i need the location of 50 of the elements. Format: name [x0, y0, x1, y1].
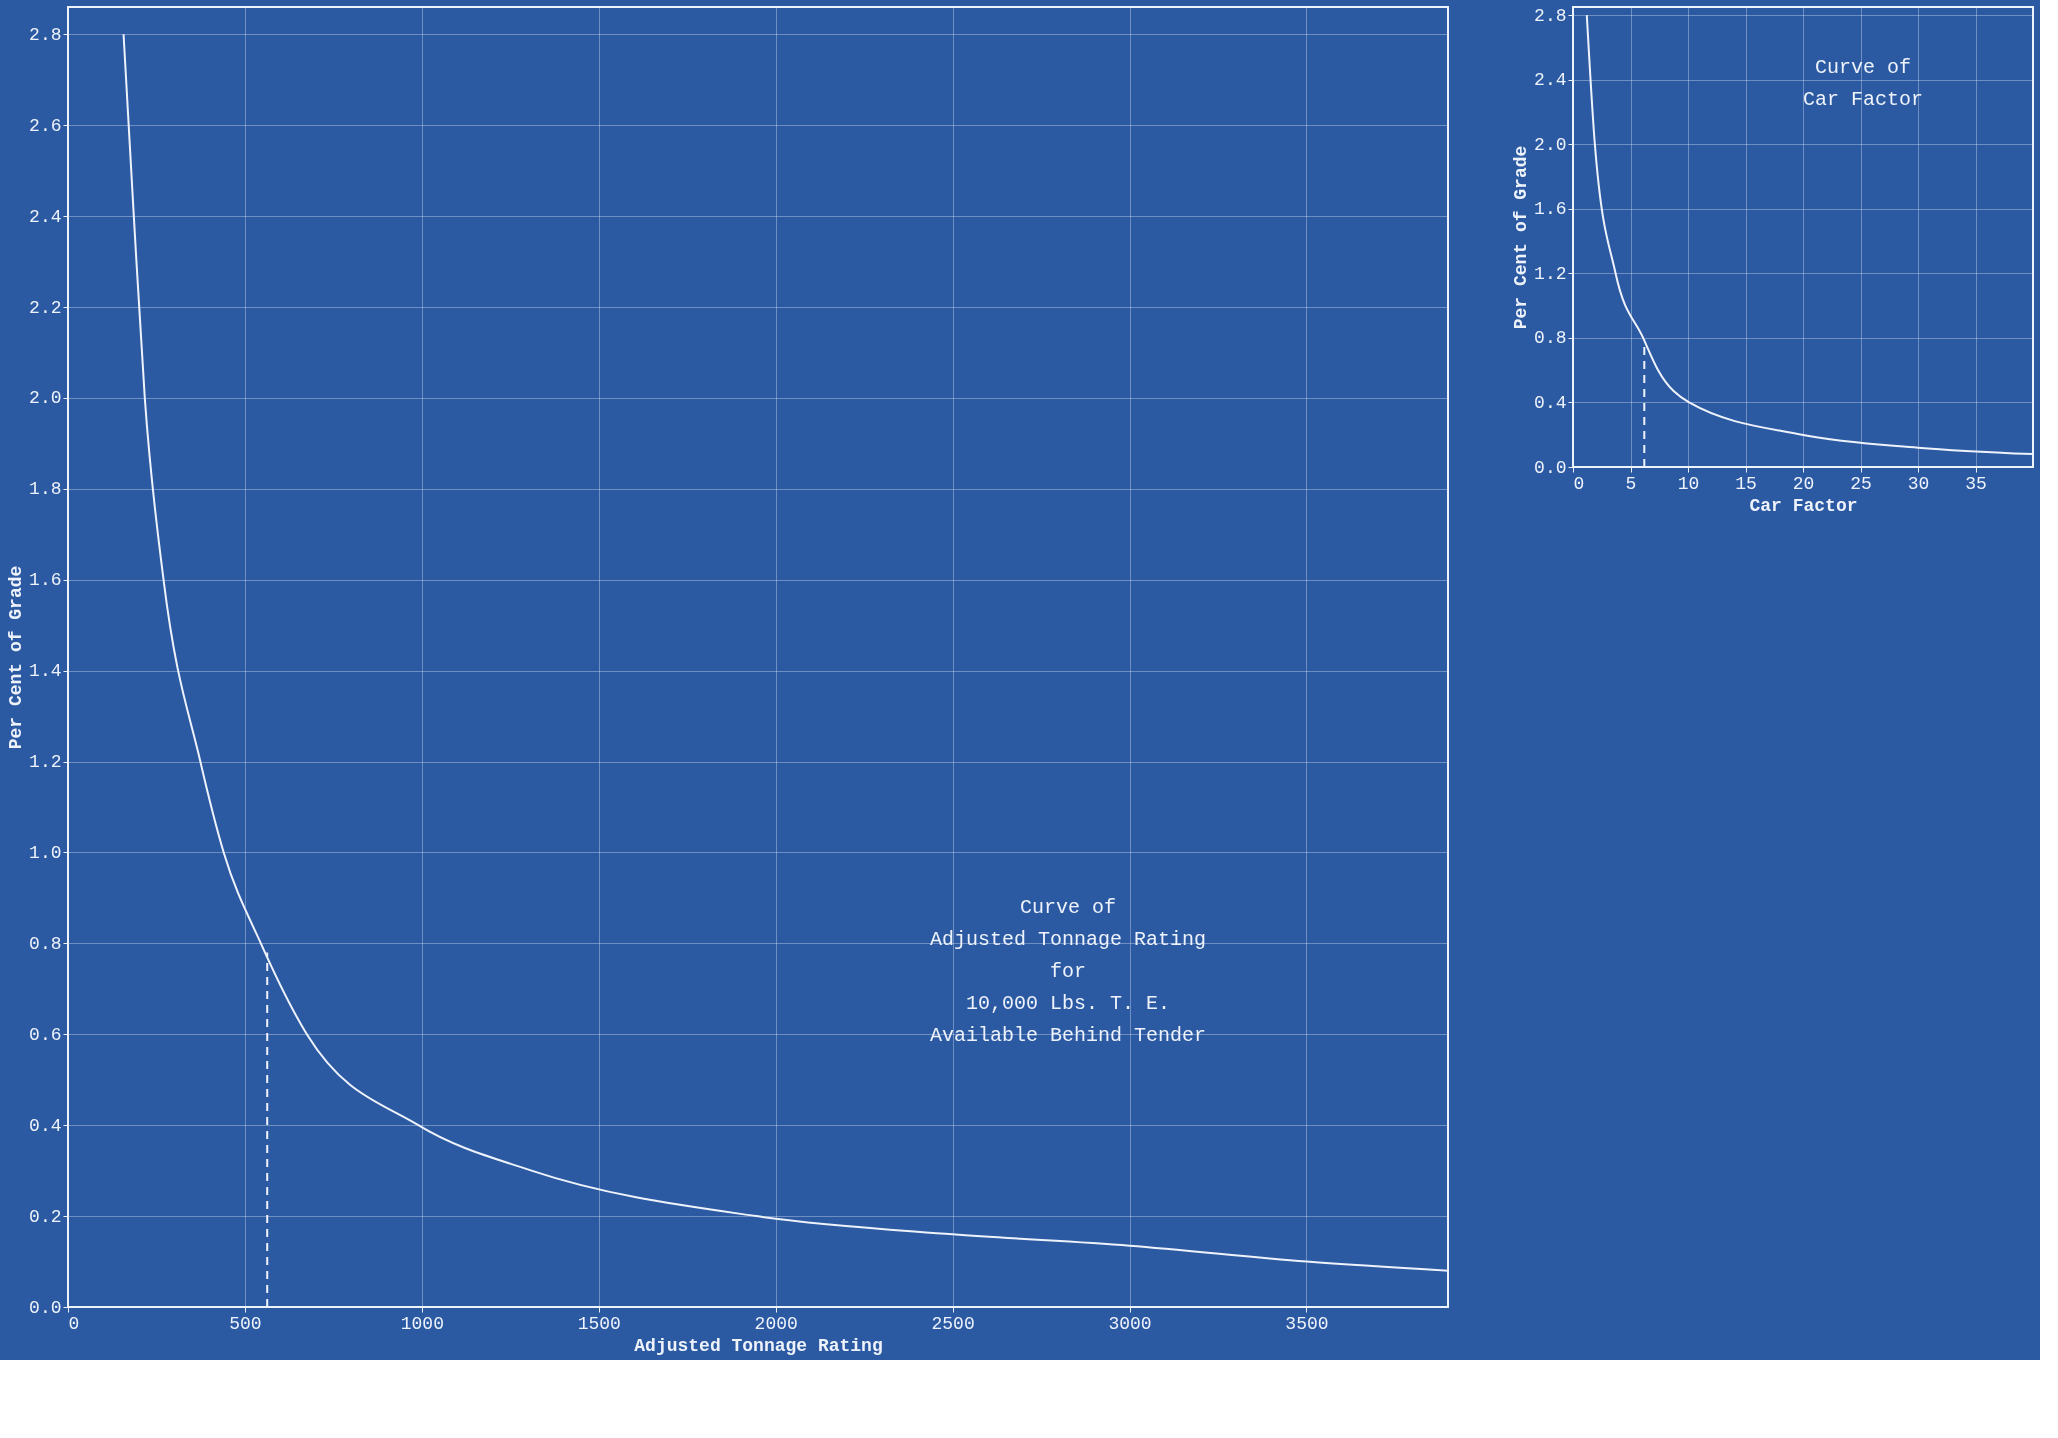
y-tick-label: 1.4	[29, 661, 62, 682]
x-tick-label: 0	[1573, 473, 1585, 494]
annotation: Available Behind Tender	[929, 1024, 1207, 1047]
y-tick-label: 0.4	[29, 1115, 62, 1136]
annotation: Adjusted Tonnage Rating	[929, 928, 1207, 951]
y-tick-label: 1.2	[29, 752, 62, 773]
annotation: Curve of	[1019, 896, 1117, 919]
y-tick-label: 1.6	[29, 570, 62, 591]
y-tick-label: 2.0	[29, 388, 62, 409]
y-tick-label: 2.6	[29, 115, 62, 136]
y-tick-label: 0.0	[1534, 457, 1567, 478]
y-tick-label: 2.8	[29, 24, 62, 45]
y-tick-label: 1.2	[1534, 263, 1567, 284]
x-tick-label: 10	[1677, 473, 1700, 494]
y-tick-label: 1.6	[1534, 199, 1567, 220]
annotation: Curve of	[1814, 56, 1912, 79]
annotation: 10,000 Lbs. T. E.	[965, 992, 1171, 1015]
x-tick-label: 2000	[754, 1313, 798, 1334]
x-axis-title: Car Factor	[1749, 495, 1858, 516]
x-tick-label: 25	[1850, 473, 1872, 494]
y-tick-label: 1.0	[29, 842, 62, 863]
y-tick-label: 0.4	[1534, 392, 1567, 413]
x-tick-label: 3000	[1108, 1313, 1152, 1334]
x-tick-label: 1000	[400, 1313, 444, 1334]
y-tick-label: 2.4	[29, 206, 62, 227]
annotation: for	[1049, 960, 1087, 983]
x-tick-label: 35	[1965, 473, 1987, 494]
y-axis-title: Per Cent of Grade	[1511, 145, 1532, 330]
x-tick-label: 500	[229, 1313, 262, 1334]
y-tick-label: 0.0	[29, 1297, 62, 1318]
x-tick-label: 3500	[1285, 1313, 1329, 1334]
y-tick-label: 0.6	[29, 1024, 62, 1045]
x-tick-label: 5	[1625, 473, 1637, 494]
x-tick-label: 15	[1735, 473, 1757, 494]
y-tick-label: 2.4	[1534, 70, 1567, 91]
x-tick-label: 30	[1907, 473, 1930, 494]
x-tick-label: 2500	[931, 1313, 975, 1334]
y-tick-label: 2.8	[1534, 5, 1567, 26]
y-tick-label: 2.0	[1534, 134, 1567, 155]
x-tick-label: 20	[1792, 473, 1815, 494]
annotation: Car Factor	[1802, 88, 1924, 111]
y-tick-label: 0.2	[29, 1206, 62, 1227]
y-tick-label: 0.8	[29, 933, 62, 954]
y-tick-label: 1.8	[29, 479, 62, 500]
x-axis-title: Adjusted Tonnage Rating	[634, 1335, 883, 1356]
y-axis-title: Per Cent of Grade	[6, 565, 27, 750]
x-tick-label: 0	[68, 1313, 80, 1334]
y-tick-label: 0.8	[1534, 328, 1567, 349]
y-tick-label: 2.2	[29, 297, 62, 318]
x-tick-label: 1500	[577, 1313, 621, 1334]
